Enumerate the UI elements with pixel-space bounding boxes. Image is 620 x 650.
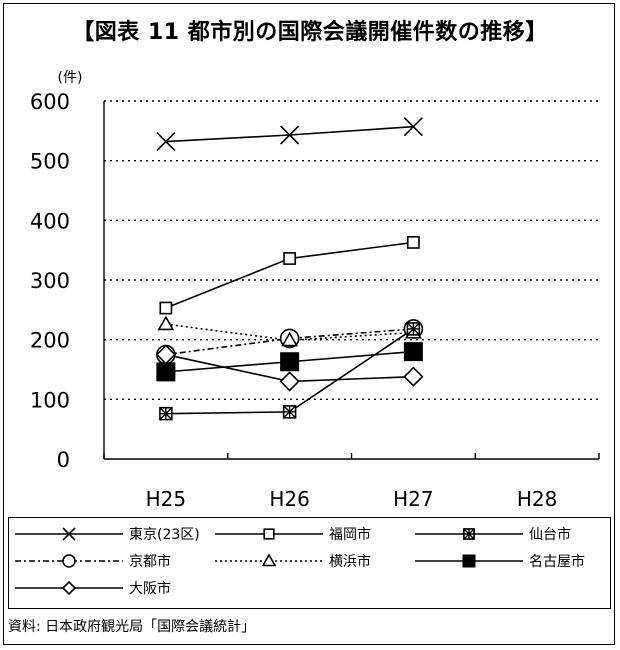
y-tick-label: 0 — [57, 448, 70, 472]
legend-label: 横浜市 — [329, 554, 371, 570]
legend-label: 福岡市 — [329, 527, 371, 543]
y-tick-label: 200 — [30, 329, 70, 353]
data-point — [156, 132, 176, 152]
legend-marker — [261, 553, 277, 567]
legend-marker — [263, 528, 275, 540]
legend-swatch — [15, 527, 123, 541]
legend-marker — [61, 580, 77, 596]
legend-marker — [463, 528, 475, 540]
chart-title: 【図表 11 都市別の国際会議開催件数の推移】 — [72, 20, 548, 45]
data-point — [283, 252, 297, 265]
legend-item: 東京(23区) — [13, 523, 209, 545]
y-tick-label: 300 — [30, 269, 70, 293]
data-point — [282, 405, 297, 419]
data-point — [281, 331, 299, 347]
data-point — [280, 125, 300, 145]
line-chart: 0 100 200 300 400 500 600 (件) H25 H26 H27 H28 — [30, 70, 600, 511]
legend-marker — [462, 554, 476, 568]
legend-label: 京都市 — [129, 554, 171, 570]
legend-label: 仙台市 — [529, 527, 571, 543]
data-point — [157, 315, 175, 331]
legend-item: 横浜市 — [213, 550, 409, 572]
data-point — [280, 352, 300, 372]
x-tick-label: H26 — [269, 487, 310, 511]
data-point — [159, 301, 173, 315]
data-point — [279, 371, 300, 392]
data-point — [406, 236, 420, 249]
legend-swatch — [15, 580, 123, 596]
legend-label: 東京(23区) — [129, 527, 200, 543]
legend-item: 福岡市 — [213, 523, 409, 545]
data-point — [155, 344, 177, 365]
series-line-connector — [289, 328, 414, 413]
y-tick-label: 600 — [30, 90, 70, 114]
x-tick-label: H27 — [393, 487, 434, 511]
legend: 東京(23区) 福岡市 仙台市京都市 横浜市 名古屋市大阪市 — [8, 517, 611, 609]
x-tick-label: H28 — [517, 487, 558, 511]
legend-item: 名古屋市 — [413, 550, 609, 572]
legend-label: 大阪市 — [129, 581, 171, 597]
legend-swatch — [415, 554, 523, 568]
legend-marker — [62, 527, 76, 541]
data-point — [403, 342, 423, 362]
legend-item: 大阪市 — [13, 577, 209, 599]
legend-swatch — [415, 528, 523, 540]
legend-label: 名古屋市 — [529, 554, 585, 570]
legend-marker — [62, 554, 76, 568]
figure-frame — [3, 3, 615, 645]
x-tick-label: H25 — [146, 487, 187, 511]
data-point — [156, 362, 176, 382]
series-line-4 — [165, 323, 414, 342]
series-line-2 — [165, 411, 290, 415]
data-point — [406, 322, 421, 336]
data-point — [403, 117, 423, 137]
legend-swatch — [215, 528, 323, 540]
data-point — [159, 406, 173, 421]
legend-item: 京都市 — [13, 550, 209, 572]
y-tick-label: 500 — [30, 150, 70, 174]
y-tick-label: 100 — [30, 388, 70, 412]
legend-swatch — [215, 553, 323, 567]
source-note: 資料: 日本政府観光局「国際会議統計」 — [8, 619, 256, 635]
legend-swatch — [15, 554, 123, 568]
data-point — [403, 366, 424, 387]
y-tick-label: 400 — [30, 209, 70, 233]
legend-item: 仙台市 — [413, 523, 609, 545]
y-axis-unit: (件) — [58, 70, 83, 86]
